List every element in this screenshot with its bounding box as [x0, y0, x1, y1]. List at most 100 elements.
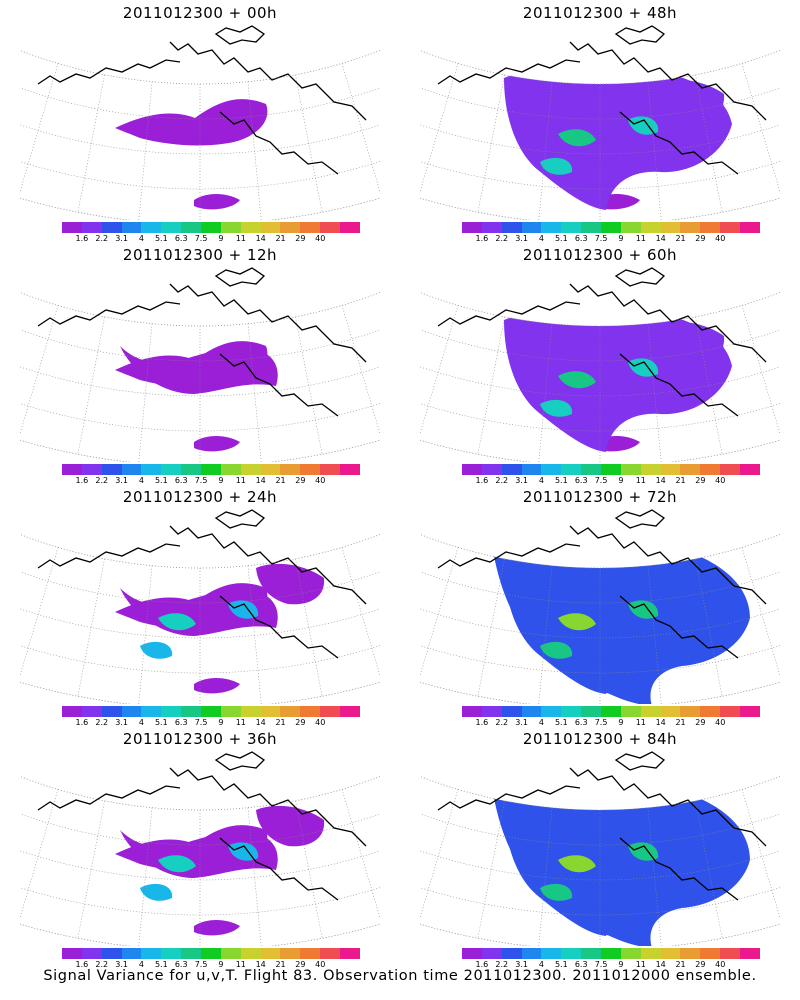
latitude-line [420, 850, 780, 881]
colorbar-segment [300, 948, 321, 959]
colorbar-segment [481, 222, 502, 233]
colorbar-label: 9 [618, 960, 624, 969]
colorbar-label: 14 [255, 960, 266, 969]
coastline-west-coast [219, 837, 339, 901]
colorbar-segment [640, 948, 661, 959]
coastline-north-america [569, 283, 767, 363]
variance-region [120, 830, 278, 878]
colorbar-segment [561, 948, 582, 959]
colorbar-label: 40 [715, 476, 726, 485]
colorbar-segment [601, 706, 621, 717]
colorbar-label: 40 [315, 234, 326, 243]
latitude-line [420, 197, 780, 220]
colorbar-segment [561, 222, 582, 233]
colorbar-segment [320, 464, 341, 475]
colorbar-label: 14 [255, 718, 266, 727]
colorbar-segment [161, 948, 182, 959]
colorbar-segment [340, 222, 360, 233]
colorbar [62, 464, 360, 475]
colorbar-segment [501, 706, 522, 717]
coastline-west-coast [219, 111, 339, 175]
colorbar-segment [462, 464, 482, 475]
field-layer [115, 99, 268, 210]
coastlines [437, 25, 767, 175]
field-layer [504, 291, 732, 452]
colorbar-label: 14 [655, 476, 666, 485]
colorbar-label: 40 [315, 960, 326, 969]
figure-caption: Signal Variance for u,v,T. Flight 83. Ob… [43, 968, 757, 984]
coastline-west-coast [619, 353, 739, 417]
colorbar-labels: 1.6 2.2 3.1 4 5.1 6.3 7.5 9 11 14 21 29 40 [462, 960, 760, 970]
colorbar-label: 5.1 [154, 718, 168, 727]
colorbar-segment [201, 948, 221, 959]
colorbar-segment [181, 706, 202, 717]
coastline-north-america [169, 283, 367, 363]
colorbar-label: 4 [138, 476, 144, 485]
variance-region [194, 920, 240, 936]
colorbar-label: 6.3 [574, 718, 588, 727]
colorbar-segment [462, 706, 482, 717]
colorbar-segment [481, 948, 502, 959]
colorbar-segment [81, 222, 102, 233]
colorbar-label: 6.3 [574, 476, 588, 485]
coastline-north-america [169, 767, 367, 847]
map-frame [20, 292, 380, 462]
colorbar-segment [640, 706, 661, 717]
panel-title: 2011012300 + 84h [522, 730, 678, 748]
latitude-line [420, 329, 780, 362]
colorbar-segment [340, 948, 360, 959]
colorbar [62, 948, 360, 959]
latitude-line [420, 887, 780, 916]
longitude-line [20, 547, 59, 677]
colorbar-label: 5.1 [554, 234, 568, 243]
variance-region [256, 805, 325, 847]
variance-region [194, 436, 240, 452]
colorbar-label: 5.1 [554, 960, 568, 969]
latitude-line [420, 813, 780, 846]
colorbar-label: 9 [218, 718, 224, 727]
colorbar-segment [581, 222, 602, 233]
variance-region [494, 779, 750, 946]
colorbar-label: 2.2 [495, 960, 509, 969]
colorbar-segment [101, 948, 122, 959]
colorbar-label: 9 [218, 960, 224, 969]
colorbar-segment [720, 948, 741, 959]
colorbar-label: 1.6 [75, 234, 89, 243]
colorbar-label: 9 [618, 234, 624, 243]
colorbar-label: 21 [275, 234, 286, 243]
longitude-line [341, 305, 380, 435]
map-plot [20, 751, 380, 946]
latitude-line [20, 887, 380, 916]
colorbar-segment [700, 948, 721, 959]
latitude-line [420, 681, 780, 704]
longitude-line [295, 316, 323, 455]
coastlines [37, 509, 367, 659]
coastline-asia [437, 785, 581, 811]
coastlines [37, 25, 367, 175]
longitude-line [477, 800, 505, 939]
panel-title: 2011012300 + 24h [122, 488, 278, 506]
coastline-west-coast [619, 837, 739, 901]
colorbar-segment [740, 222, 760, 233]
colorbar-label: 29 [695, 718, 706, 727]
colorbar-label: 11 [235, 960, 246, 969]
colorbar-segment [141, 464, 162, 475]
longitude-line [341, 63, 380, 193]
field-layer [494, 533, 750, 704]
colorbar-label: 29 [295, 718, 306, 727]
colorbar-label: 4 [538, 476, 544, 485]
latitude-line [20, 439, 380, 462]
colorbar-label: 11 [235, 718, 246, 727]
coastline-asia [37, 301, 181, 327]
colorbar-segment [240, 706, 261, 717]
variance-maximum [228, 842, 259, 861]
coastline-arctic-islands [214, 751, 266, 771]
variance-maximum [158, 855, 196, 873]
coastline-west-coast [219, 595, 339, 659]
colorbar-label: 4 [538, 234, 544, 243]
colorbar-label: 3.1 [115, 960, 128, 969]
coastline-arctic-islands [614, 509, 666, 529]
variance-maximum [540, 641, 573, 659]
latitude-line [20, 329, 380, 362]
variance-region [194, 194, 240, 210]
